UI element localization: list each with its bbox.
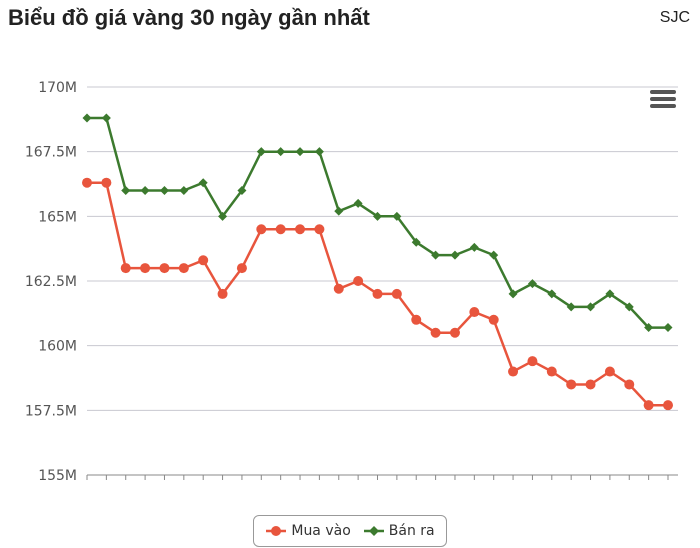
- data-point[interactable]: [333, 283, 344, 294]
- series-sell: [82, 113, 673, 333]
- y-tick-label: 162.5M: [25, 274, 77, 290]
- data-point[interactable]: [469, 242, 479, 252]
- data-point[interactable]: [159, 263, 170, 274]
- data-point[interactable]: [489, 250, 499, 260]
- data-point[interactable]: [450, 250, 460, 260]
- data-point[interactable]: [101, 113, 111, 123]
- data-point[interactable]: [605, 289, 615, 299]
- legend-label-sell: Bán ra: [388, 523, 435, 539]
- data-point[interactable]: [82, 113, 92, 123]
- data-point[interactable]: [120, 263, 131, 274]
- data-point[interactable]: [217, 288, 228, 299]
- data-point[interactable]: [431, 250, 441, 260]
- data-point[interactable]: [469, 307, 480, 318]
- data-point[interactable]: [140, 263, 151, 274]
- data-point[interactable]: [411, 314, 422, 325]
- data-point[interactable]: [430, 327, 441, 338]
- data-point[interactable]: [663, 323, 673, 333]
- data-point[interactable]: [314, 224, 325, 235]
- data-point[interactable]: [295, 147, 305, 157]
- data-point[interactable]: [295, 224, 306, 235]
- data-point[interactable]: [140, 185, 150, 195]
- data-point[interactable]: [566, 379, 577, 390]
- data-point[interactable]: [411, 237, 421, 247]
- data-point[interactable]: [585, 379, 596, 390]
- data-point[interactable]: [314, 147, 324, 157]
- source-label: SJC: [659, 9, 690, 26]
- y-tick-label: 160M: [38, 339, 77, 355]
- y-tick-label: 170M: [38, 80, 77, 96]
- data-point[interactable]: [159, 185, 169, 195]
- legend-item-sell[interactable]: Bán ra: [363, 523, 435, 539]
- series-buy: [82, 177, 673, 411]
- y-tick-label: 157.5M: [25, 403, 77, 419]
- data-point[interactable]: [547, 289, 557, 299]
- grid-lines: [87, 86, 678, 476]
- chart-area: 155M 157.5M 160M 162.5M 165M 167.5M 170M 28/04…: [0, 40, 700, 548]
- data-point[interactable]: [256, 147, 266, 157]
- data-point[interactable]: [508, 289, 518, 299]
- data-point[interactable]: [236, 263, 247, 274]
- data-point[interactable]: [624, 302, 634, 312]
- legend-sell-marker: [363, 526, 384, 536]
- y-tick-label: 155M: [38, 468, 77, 480]
- data-point[interactable]: [508, 366, 519, 377]
- data-point[interactable]: [276, 147, 286, 157]
- legend-label-buy: Mua vào: [291, 523, 351, 539]
- legend: Mua vào Bán ra: [253, 515, 447, 547]
- data-point[interactable]: [275, 224, 286, 235]
- data-point[interactable]: [527, 356, 538, 367]
- data-point[interactable]: [586, 302, 596, 312]
- x-axis: 28/0403/0508/0513/0518/0523/0528/05: [86, 475, 669, 480]
- data-point[interactable]: [353, 198, 363, 208]
- data-point[interactable]: [198, 255, 209, 266]
- data-point[interactable]: [624, 379, 635, 390]
- legend-item-buy[interactable]: Mua vào: [265, 523, 351, 539]
- data-point[interactable]: [391, 288, 402, 299]
- data-point[interactable]: [546, 366, 557, 377]
- data-point[interactable]: [237, 185, 247, 195]
- data-point[interactable]: [178, 263, 189, 274]
- data-point[interactable]: [334, 206, 344, 216]
- data-point[interactable]: [179, 185, 189, 195]
- data-point[interactable]: [101, 177, 112, 188]
- data-point[interactable]: [198, 178, 208, 188]
- data-point[interactable]: [353, 276, 364, 286]
- y-tick-label: 167.5M: [25, 145, 77, 161]
- data-point[interactable]: [663, 400, 673, 411]
- y-tick-label: 165M: [38, 209, 77, 225]
- data-point[interactable]: [218, 211, 228, 221]
- data-point[interactable]: [527, 279, 537, 289]
- data-point[interactable]: [392, 211, 402, 221]
- data-point[interactable]: [449, 327, 460, 338]
- line-chart: 155M 157.5M 160M 162.5M 165M 167.5M 170M 28/04…: [25, 80, 678, 480]
- data-point[interactable]: [604, 366, 615, 377]
- data-point[interactable]: [121, 185, 131, 195]
- data-point[interactable]: [643, 400, 654, 411]
- data-point[interactable]: [256, 224, 267, 235]
- data-point[interactable]: [372, 288, 383, 299]
- chart-header: Biểu đồ giá vàng 30 ngày gần nhất SJC: [0, 0, 700, 40]
- data-point[interactable]: [644, 323, 654, 333]
- legend-buy-marker: [266, 526, 287, 536]
- series-layer: [82, 113, 673, 411]
- data-point[interactable]: [82, 177, 92, 188]
- chart-title: Biểu đồ giá vàng 30 ngày gần nhất: [8, 5, 370, 30]
- data-point[interactable]: [566, 302, 576, 312]
- data-point[interactable]: [373, 211, 382, 221]
- y-axis: 155M 157.5M 160M 162.5M 165M 167.5M 170M: [25, 80, 77, 480]
- menu-icon[interactable]: [650, 90, 676, 112]
- data-point[interactable]: [488, 314, 499, 325]
